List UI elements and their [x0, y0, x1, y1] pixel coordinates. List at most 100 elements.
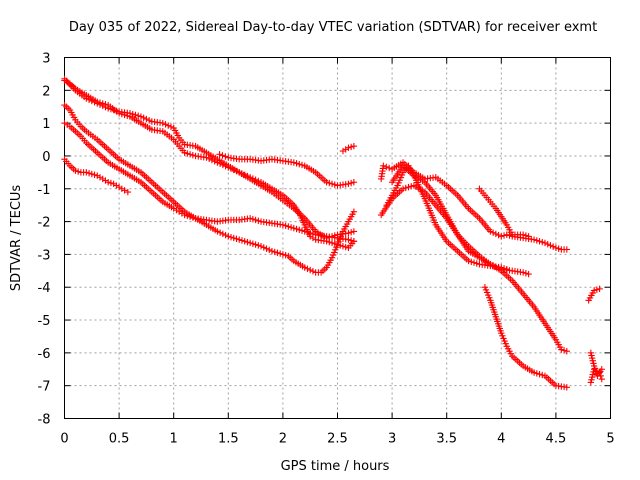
- data-marks: [61, 75, 605, 391]
- data-point: [208, 156, 216, 164]
- data-point: [271, 248, 278, 256]
- data-point: [107, 105, 115, 113]
- data-point: [326, 238, 333, 246]
- data-point: [383, 163, 390, 171]
- data-point: [347, 237, 355, 244]
- data-point: [244, 172, 251, 180]
- data-point: [293, 225, 300, 233]
- data-point: [236, 236, 243, 243]
- data-point: [492, 230, 500, 238]
- data-point: [104, 105, 112, 112]
- data-point: [252, 241, 259, 248]
- data-point: [257, 243, 265, 250]
- x-tick-label: 4: [497, 432, 505, 447]
- data-point: [541, 239, 549, 247]
- data-point: [99, 102, 106, 110]
- x-axis-label: GPS time / hours: [281, 459, 390, 474]
- data-point: [96, 101, 104, 108]
- x-tick-label: 5: [606, 432, 614, 447]
- data-point: [132, 111, 139, 119]
- data-point: [287, 224, 295, 231]
- data-point: [260, 244, 267, 251]
- data-point: [94, 100, 101, 107]
- data-point: [498, 264, 505, 271]
- data-point: [596, 369, 603, 376]
- data-point: [339, 243, 347, 250]
- x-tick-labels: 0 0.5 1 1.5 2 2.5 3 3.5 4 4.5 5: [60, 432, 614, 447]
- data-point: [135, 112, 142, 119]
- data-point: [140, 114, 147, 122]
- y-tick-label: 3: [42, 52, 50, 67]
- data-point: [233, 235, 240, 243]
- data-point: [298, 161, 306, 169]
- data-point: [552, 244, 560, 252]
- x-tick-label: 1.5: [218, 432, 239, 447]
- data-point: [236, 169, 243, 176]
- data-point: [328, 239, 336, 247]
- data-point: [107, 179, 115, 187]
- data-point: [246, 215, 254, 222]
- y-tick-label: 0: [42, 150, 50, 165]
- data-point: [402, 184, 409, 192]
- data-point: [533, 370, 540, 377]
- data-point: [304, 265, 311, 272]
- data-point: [216, 229, 224, 236]
- data-point: [525, 233, 532, 240]
- data-point: [503, 231, 510, 238]
- data-point: [549, 243, 557, 250]
- data-point: [598, 366, 605, 373]
- data-point: [279, 251, 287, 258]
- data-point: [88, 97, 95, 105]
- data-point: [563, 384, 571, 391]
- data-point: [124, 188, 132, 196]
- data-point: [225, 233, 232, 240]
- y-axis-label: SDTVAR / TECUs: [9, 185, 24, 292]
- data-point: [323, 179, 330, 186]
- data-point: [266, 246, 273, 254]
- x-tick-label: 4.5: [546, 432, 567, 447]
- data-point: [347, 229, 355, 236]
- data-point: [563, 348, 571, 355]
- data-point: [593, 286, 601, 293]
- data-point: [255, 242, 262, 249]
- y-tick-label: -4: [38, 281, 51, 296]
- data-point: [342, 243, 349, 251]
- data-point: [347, 179, 355, 187]
- data-point: [350, 142, 358, 150]
- data-point: [298, 227, 306, 234]
- data-point: [296, 160, 303, 168]
- data-point: [165, 122, 172, 129]
- data-point: [345, 144, 352, 151]
- data-point: [167, 123, 175, 131]
- data-point: [216, 151, 223, 158]
- data-point: [255, 177, 262, 185]
- data-point: [222, 153, 229, 160]
- data-point: [110, 106, 117, 114]
- data-point: [555, 245, 562, 252]
- data-point: [598, 375, 605, 383]
- data-point: [285, 223, 292, 230]
- data-point: [547, 242, 554, 249]
- data-point: [246, 239, 254, 247]
- data-point: [268, 247, 276, 255]
- data-point: [102, 103, 109, 111]
- data-point: [350, 228, 358, 235]
- data-point: [255, 217, 262, 224]
- data-point: [307, 266, 314, 274]
- data-point: [328, 233, 336, 240]
- data-point: [85, 169, 93, 177]
- data-point: [276, 250, 284, 257]
- data-point: [399, 185, 407, 192]
- data-point: [246, 174, 254, 181]
- data-point: [495, 231, 502, 239]
- data-point: [506, 232, 513, 239]
- data-point: [473, 260, 480, 267]
- data-point: [121, 187, 128, 194]
- data-point: [162, 121, 169, 128]
- data-point: [91, 99, 98, 106]
- data-point: [186, 151, 194, 158]
- y-tick-label: 1: [42, 117, 50, 132]
- x-tick-label: 2: [279, 432, 287, 447]
- data-point: [252, 216, 259, 224]
